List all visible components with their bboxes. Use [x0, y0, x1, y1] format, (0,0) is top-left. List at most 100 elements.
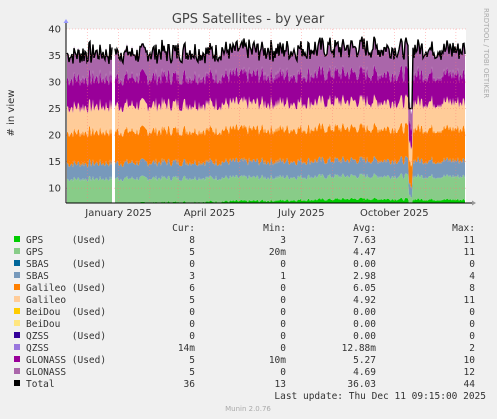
total-line [66, 36, 466, 110]
legend-value-avg: 36.03 [347, 379, 376, 390]
legend-value-min: 0 [280, 295, 286, 306]
y-tick-label: 30 [48, 78, 61, 89]
legend-value-avg: 12.88m [342, 343, 377, 354]
legend-swatch [14, 344, 20, 350]
legend-value-min: 0 [280, 367, 286, 378]
legend-header: Max: [452, 223, 475, 234]
legend-value-min: 10m [269, 355, 286, 366]
legend-value-cur: 5 [189, 295, 195, 306]
legend-label: BeiDou (Used) [26, 307, 106, 318]
legend-value-cur: 36 [184, 379, 196, 390]
legend-swatch [14, 380, 20, 386]
legend-header: Avg: [353, 223, 376, 234]
y-tick-label: 10 [48, 184, 61, 195]
legend-value-avg: 4.92 [353, 295, 376, 306]
legend-header: Min: [263, 223, 286, 234]
y-tick-label: 20 [48, 131, 61, 142]
legend-value-max: 0 [469, 319, 475, 330]
legend-value-cur: 0 [189, 331, 195, 342]
legend-value-avg: 0.00 [353, 319, 376, 330]
munin-version: Munin 2.0.76 [225, 405, 271, 413]
legend-value-avg: 0.00 [353, 259, 376, 270]
legend-label: GPS (Used) [26, 235, 106, 246]
legend-label: Galileo [26, 295, 66, 306]
y-tick-label: 25 [48, 104, 61, 115]
legend-label: GLONASS [26, 367, 66, 378]
legend-value-min: 13 [275, 379, 286, 390]
legend-swatch [14, 260, 20, 266]
x-tick-label: January 2025 [84, 208, 152, 219]
area-gps [67, 173, 465, 203]
legend-swatch [14, 356, 20, 362]
legend-label: QZSS [26, 343, 49, 354]
legend-value-avg: 6.05 [353, 283, 376, 294]
x-tick-label: April 2025 [184, 208, 235, 219]
legend-value-cur: 0 [189, 307, 195, 318]
legend-value-min: 0 [280, 283, 286, 294]
legend-label: GLONASS (Used) [26, 355, 106, 366]
legend-value-cur: 0 [189, 259, 195, 270]
legend-label: Total [26, 379, 55, 390]
legend-value-min: 3 [280, 235, 286, 246]
legend-value-min: 0 [280, 331, 286, 342]
x-tick-label: July 2025 [277, 208, 325, 219]
rrdtool-credit: RRDTOOL / TOBI OETIKER [482, 8, 490, 98]
legend-value-max: 8 [469, 283, 475, 294]
stacked-areas [66, 36, 466, 203]
area-gps-used [67, 197, 465, 203]
legend-value-cur: 0 [189, 319, 195, 330]
legend-value-max: 11 [464, 295, 476, 306]
legend-label: BeiDou [26, 319, 60, 330]
legend-swatch [14, 296, 20, 302]
legend-value-cur: 14m [178, 343, 195, 354]
legend-swatch [14, 332, 20, 338]
legend-swatch [14, 272, 20, 278]
legend-value-max: 4 [469, 271, 475, 282]
axes [63, 19, 476, 206]
legend-label: SBAS [26, 271, 49, 282]
area-galileo [67, 94, 465, 167]
legend-value-min: 0 [280, 259, 286, 270]
legend-value-max: 12 [464, 367, 475, 378]
legend-value-avg: 0.00 [353, 307, 376, 318]
legend-value-max: 11 [464, 247, 476, 258]
legend-swatch [14, 236, 20, 242]
legend-swatch [14, 320, 20, 326]
legend-value-max: 44 [464, 379, 476, 390]
x-axis-ticks: January 2025 April 2025 July 2025 October 2… [84, 208, 428, 219]
area-sbas [67, 155, 465, 198]
legend-swatch [14, 284, 20, 290]
legend-value-avg: 4.47 [353, 247, 376, 258]
legend-value-avg: 4.69 [353, 367, 376, 378]
legend-label: Galileo (Used) [26, 283, 106, 294]
grid-lines [66, 28, 466, 203]
legend-value-avg: 5.27 [353, 355, 376, 366]
area-glonass [67, 37, 465, 131]
last-update: Last update: Thu Dec 11 09:15:00 2025 [274, 391, 486, 402]
legend-value-max: 0 [469, 331, 475, 342]
y-tick-label: 40 [48, 25, 61, 36]
y-tick-label: 35 [48, 51, 61, 62]
legend-value-avg: 0.00 [353, 331, 376, 342]
legend-value-min: 0 [280, 319, 286, 330]
x-axis-arrow [472, 200, 476, 206]
legend-value-cur: 5 [189, 367, 195, 378]
y-axis-ticks: 10 15 20 25 30 35 40 [48, 25, 61, 195]
legend-value-max: 10 [464, 355, 476, 366]
area-glonass-used [67, 64, 465, 150]
legend-value-min: 20m [269, 247, 286, 258]
y-axis-arrow [63, 19, 69, 23]
legend-value-min: 1 [280, 271, 286, 282]
legend-value-cur: 6 [189, 283, 195, 294]
legend-value-cur: 5 [189, 355, 195, 366]
legend-value-avg: 2.98 [353, 271, 376, 282]
legend-swatch [14, 308, 20, 314]
legend-value-max: 0 [469, 259, 475, 270]
legend-label: QZSS (Used) [26, 331, 106, 342]
legend-value-max: 0 [469, 307, 475, 318]
legend-value-max: 2 [469, 343, 475, 354]
legend-value-avg: 7.63 [353, 235, 376, 246]
legend-value-min: 0 [280, 343, 286, 354]
